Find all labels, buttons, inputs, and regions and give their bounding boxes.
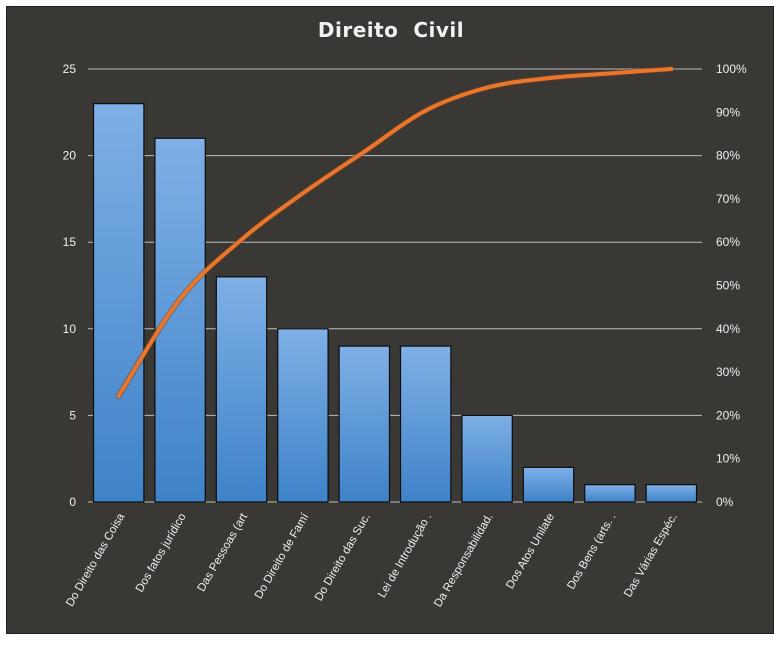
bar: [522, 466, 575, 503]
y2-tick-label: 70%: [716, 192, 740, 206]
x-category-label: Das Pessoas (art: [196, 511, 251, 594]
y-axis-left: 0 5 10 15 20 25: [63, 62, 77, 509]
bar: [277, 328, 329, 503]
x-axis: Do Direito das Coisa Dos fatos jurídico Da…: [64, 511, 680, 610]
bar: [584, 484, 636, 503]
x-category-label: Das Várias Espéc.: [622, 512, 680, 600]
y-tick-label: 5: [69, 408, 76, 422]
bar: [92, 103, 145, 503]
y2-tick-label: 0%: [716, 495, 734, 509]
y2-tick-label: 30%: [716, 365, 740, 379]
x-category-label: Do Direito das Coisa: [64, 511, 127, 609]
chart-title: Direito Civil: [317, 18, 465, 42]
bar: [461, 414, 513, 503]
cumulative-line-series: [115, 66, 675, 399]
x-category-label: Dos Atos Unilate: [504, 512, 557, 592]
cumulative-line: [116, 67, 674, 398]
y2-tick-label: 40%: [716, 322, 740, 336]
y2-tick-label: 100%: [716, 62, 747, 76]
x-category-label: Do Direito de Famí: [253, 511, 312, 601]
bar: [338, 345, 391, 503]
bar: [215, 276, 268, 503]
x-category-label: Do Direito das Suc.: [313, 512, 373, 604]
y2-tick-label: 20%: [716, 408, 740, 422]
bar: [645, 484, 698, 503]
x-category-label: Dos Bens (arts. .: [565, 512, 618, 592]
x-category-label: Lei de Introdução .: [376, 512, 434, 601]
y2-tick-label: 60%: [716, 235, 740, 249]
x-category-label: Da Responsabilidad.: [432, 511, 495, 609]
y-tick-label: 20: [63, 149, 77, 163]
y-axis-right: 0% 10% 20% 30% 40% 50% 60% 70% 80% 90% 100%: [716, 62, 747, 509]
y2-tick-label: 50%: [716, 279, 740, 293]
bar-series: [92, 103, 698, 503]
y2-tick-label: 80%: [716, 149, 740, 163]
y-tick-label: 15: [63, 235, 77, 249]
y-tick-label: 25: [63, 62, 77, 76]
x-category-label: Dos fatos jurídico: [134, 512, 189, 595]
y-tick-label: 0: [69, 495, 76, 509]
y-tick-label: 10: [63, 322, 77, 336]
y2-tick-label: 10%: [716, 452, 740, 466]
bar: [399, 345, 452, 503]
y2-tick-label: 90%: [716, 105, 740, 119]
